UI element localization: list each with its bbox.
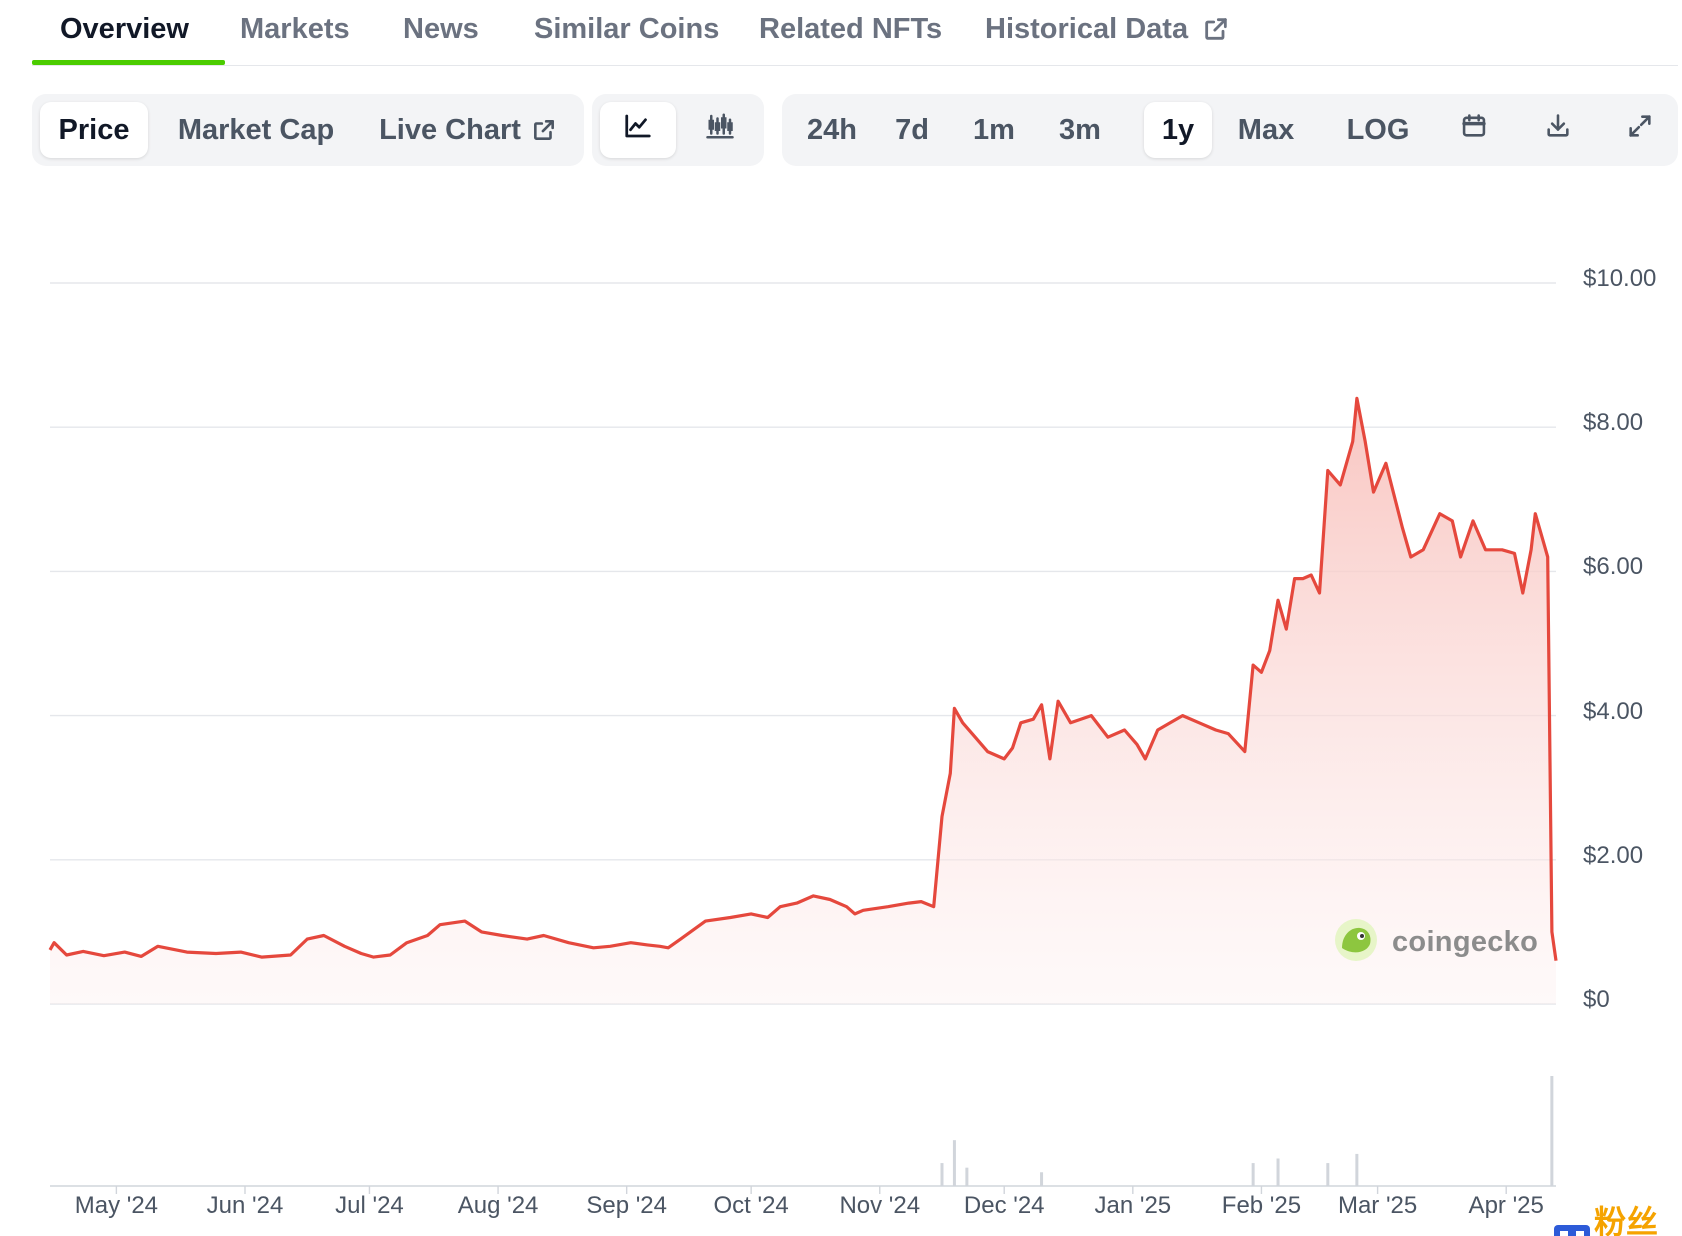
live-chart-button[interactable]: Live Chart [368,102,568,158]
download-button[interactable] [1526,102,1590,158]
tab-news[interactable]: News [403,8,479,50]
external-link-icon [531,117,557,143]
market-cap-button-label: Market Cap [177,113,335,146]
x-tick-label: Oct '24 [713,1192,789,1219]
x-tick-label: Dec '24 [963,1192,1045,1219]
corner-logo: 粉丝社区 [1552,1197,1682,1236]
chart-style-toggle-group [592,94,764,166]
range-max-button[interactable]: Max [1228,102,1304,158]
tab-markets-label: Markets [240,12,350,45]
range-1y-label: 1y [1161,113,1195,146]
tab-news-label: News [403,12,479,45]
range-1m-label: 1m [973,113,1015,146]
line-chart-button[interactable] [600,102,676,158]
external-link-icon [1202,15,1230,43]
y-tick-label: $10.00 [1583,265,1657,292]
x-tick-label: Sep '24 [586,1192,667,1219]
x-tick-label: Jun '24 [206,1192,284,1219]
x-tick-label: Jul '24 [335,1192,404,1219]
candlestick-chart-button[interactable] [682,102,758,158]
price-button[interactable]: Price [40,102,148,158]
x-tick-label: Jan '25 [1094,1192,1172,1219]
x-tick-label: Nov '24 [839,1192,921,1219]
tab-markets[interactable]: Markets [240,8,350,50]
tab-bar: Overview Markets News Similar Coins Rela… [32,0,1678,66]
line-chart-icon [623,111,653,149]
price-area [50,398,1556,1004]
range-toggle-group: 24h 7d 1m 3m 1y Max LOG [782,94,1678,166]
x-tick-label: Feb '25 [1221,1192,1302,1219]
range-7d-button[interactable]: 7d [878,102,946,158]
fullscreen-button[interactable] [1608,102,1672,158]
volume-bar [1326,1163,1330,1186]
active-tab-indicator [32,60,225,65]
volume-bar [1550,1076,1554,1186]
price-button-label: Price [58,113,130,146]
coingecko-watermark-text: coingecko [1392,926,1539,958]
volume-bar [1251,1163,1255,1186]
range-3m-label: 3m [1059,113,1101,146]
range-24h-button[interactable]: 24h [794,102,870,158]
volume-bar [1276,1158,1280,1186]
y-tick-label: $6.00 [1583,553,1644,581]
corner-logo-text: 粉丝社区 [1594,1204,1659,1236]
volume-bar [1040,1172,1044,1186]
tab-overview-label: Overview [60,12,189,45]
volume-bar [965,1167,969,1186]
log-scale-label: LOG [1346,113,1410,146]
range-1y-button[interactable]: 1y [1144,102,1212,158]
tab-overview[interactable]: Overview [60,8,189,50]
range-max-label: Max [1237,113,1295,146]
log-scale-button[interactable]: LOG [1340,102,1416,158]
calendar-icon [1460,112,1488,148]
x-tick-label: Mar '25 [1337,1192,1418,1219]
tab-related-nfts-label: Related NFTs [759,12,943,45]
range-1m-button[interactable]: 1m [958,102,1030,158]
coingecko-watermark: coingecko [1334,918,1538,967]
volume-bar [1355,1153,1359,1186]
tab-similar-coins[interactable]: Similar Coins [534,8,719,50]
range-3m-button[interactable]: 3m [1042,102,1118,158]
community-logo-icon [1552,1223,1592,1236]
volume-bar [940,1163,944,1186]
x-tick-label: May '24 [74,1192,159,1219]
live-chart-button-label: Live Chart [379,113,521,146]
price-line [48,396,1558,961]
y-tick-label: $2.00 [1583,841,1644,869]
candlestick-chart-icon [705,111,735,149]
tab-historical-data[interactable]: Historical Data [985,8,1230,50]
y-tick-label: $0 [1583,986,1610,1013]
y-tick-label: $8.00 [1583,409,1644,437]
market-cap-button[interactable]: Market Cap [170,102,342,158]
x-tick-label: Apr '25 [1468,1192,1544,1219]
download-icon [1544,112,1572,148]
metric-toggle-group: Price Market Cap Live Chart [32,94,584,166]
coingecko-logo-icon [1334,918,1378,967]
expand-icon [1626,112,1654,148]
tab-historical-data-label: Historical Data [985,12,1189,45]
volume-bar [952,1140,956,1186]
range-7d-label: 7d [895,113,929,146]
range-24h-label: 24h [807,113,857,146]
calendar-button[interactable] [1442,102,1506,158]
tab-related-nfts[interactable]: Related NFTs [759,8,942,50]
tab-similar-coins-label: Similar Coins [534,12,720,45]
x-tick-label: Aug '24 [457,1192,539,1219]
y-tick-label: $4.00 [1583,697,1644,725]
